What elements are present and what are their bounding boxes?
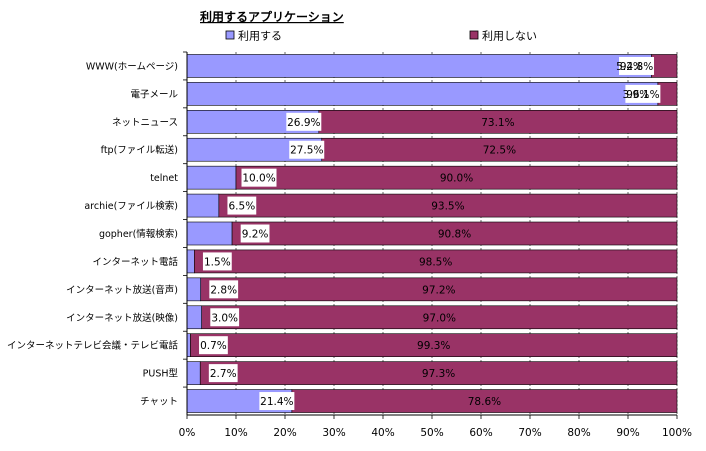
- labels: 94.8%5.2% 96.1%3.9% 26.9% 73.1% 27.5% 72.5% 10…: [199, 56, 661, 411]
- data-label-not-use: 72.5%: [483, 145, 516, 157]
- category-label: インターネット放送(映像): [66, 312, 178, 324]
- bar-use: [186, 305, 202, 330]
- data-label-use: 2.7%: [210, 368, 237, 380]
- data-label-bg: [619, 56, 655, 75]
- category-label: ftp(ファイル転送): [101, 144, 178, 156]
- category-label: インターネットテレビ会議・テレビ電話: [7, 340, 179, 352]
- bar-use: [186, 249, 195, 274]
- chart-title: 利用するアプリケーション: [200, 9, 344, 24]
- legend-label-use: 利用する: [238, 30, 282, 43]
- axes: 0% 10% 20% 30% 40% 50% 60% 70% 80% 90% 100% WWW(ホーム…: [7, 51, 692, 439]
- data-label-use: 1.5%: [204, 256, 231, 268]
- data-label-not-use: 97.0%: [423, 312, 456, 324]
- x-tick-label: 50%: [420, 427, 443, 439]
- data-label-use: 27.5%: [290, 145, 323, 157]
- bar-not-use: [651, 54, 678, 78]
- x-tick-label: 80%: [567, 427, 590, 439]
- legend-swatch-use: [225, 30, 235, 40]
- bar-not-use: [218, 193, 678, 218]
- bar-not-use: [190, 333, 678, 357]
- data-label-bg: [208, 364, 238, 383]
- category-label: archie(ファイル検索): [84, 200, 178, 212]
- data-label-bg: [210, 308, 240, 327]
- x-tick-label: 20%: [273, 427, 296, 439]
- category-label: gopher(情報検索): [99, 228, 178, 240]
- data-label-use: 0.7%: [200, 340, 227, 352]
- data-label-bg: [625, 84, 661, 103]
- data-label-not-use: 5.2%: [616, 61, 643, 73]
- bar-use: [186, 361, 201, 385]
- legend-label-not-use: 利用しない: [482, 30, 537, 43]
- data-label-use: 9.2%: [242, 229, 269, 241]
- bar-not-use: [194, 249, 678, 274]
- x-tick-label: 0%: [179, 427, 196, 439]
- x-tick-label: 90%: [616, 427, 639, 439]
- data-label-bg: [227, 196, 257, 215]
- bar-use: [186, 193, 220, 218]
- data-label-not-use: 73.1%: [481, 117, 514, 129]
- data-label-bg: [240, 224, 270, 243]
- category-label: インターネット電話: [92, 256, 178, 268]
- category-label: telnet: [150, 173, 178, 184]
- bar-use: [186, 277, 202, 302]
- bar-use: [186, 165, 237, 190]
- data-label-not-use: 90.8%: [438, 229, 471, 241]
- bar-use: [186, 82, 659, 106]
- category-label: チャット: [140, 397, 178, 408]
- data-label-bg: [209, 280, 239, 299]
- category-label: PUSH型: [143, 369, 179, 380]
- bars: [186, 54, 678, 413]
- data-label-use: 26.9%: [287, 117, 320, 129]
- data-label-use: 3.0%: [211, 312, 238, 324]
- data-label-not-use: 97.2%: [422, 284, 455, 296]
- bar-not-use: [199, 361, 678, 385]
- data-label-bg: [241, 168, 277, 187]
- x-tick-label: 40%: [371, 427, 394, 439]
- x-tick-label: 70%: [518, 427, 541, 439]
- data-label-use: 2.8%: [210, 284, 237, 296]
- bar-use: [186, 54, 652, 78]
- bar-use: [186, 333, 191, 357]
- data-label-not-use: 93.5%: [431, 201, 464, 213]
- x-tick-label: 100%: [662, 427, 692, 439]
- bar-not-use: [200, 277, 678, 302]
- data-label-bg: [202, 252, 232, 271]
- x-tick-label: 60%: [469, 427, 492, 439]
- category-label: インターネット放送(音声): [66, 284, 178, 296]
- data-label-use: 96.1%: [626, 89, 659, 101]
- bar-not-use: [201, 305, 678, 330]
- bar-use: [186, 221, 233, 246]
- data-label-not-use: 98.5%: [419, 256, 452, 268]
- data-label-use: 6.5%: [229, 201, 256, 213]
- data-label-bg: [286, 112, 322, 131]
- data-label-use: 10.0%: [242, 173, 275, 185]
- category-label: 電子メール: [130, 89, 178, 100]
- data-label-not-use: 78.6%: [468, 396, 501, 408]
- bar-not-use: [235, 165, 678, 190]
- legend-swatch-not-use: [469, 30, 479, 40]
- x-tick-label: 30%: [322, 427, 345, 439]
- x-tick-label: 10%: [224, 427, 247, 439]
- data-label-bg: [199, 336, 228, 355]
- category-label: ネットニュース: [112, 117, 178, 128]
- data-label-not-use: 99.3%: [417, 340, 450, 352]
- data-label-use: 94.8%: [620, 61, 653, 73]
- data-label-not-use: 97.3%: [422, 368, 455, 380]
- data-label-not-use: 3.9%: [623, 89, 650, 101]
- bar-not-use: [231, 221, 678, 246]
- data-label-use: 21.4%: [260, 396, 293, 408]
- data-label-bg: [259, 392, 295, 411]
- bar-not-use: [657, 82, 678, 106]
- category-label: WWW(ホームページ): [86, 61, 178, 72]
- data-label-bg: [289, 140, 325, 159]
- data-label-not-use: 90.0%: [440, 173, 473, 185]
